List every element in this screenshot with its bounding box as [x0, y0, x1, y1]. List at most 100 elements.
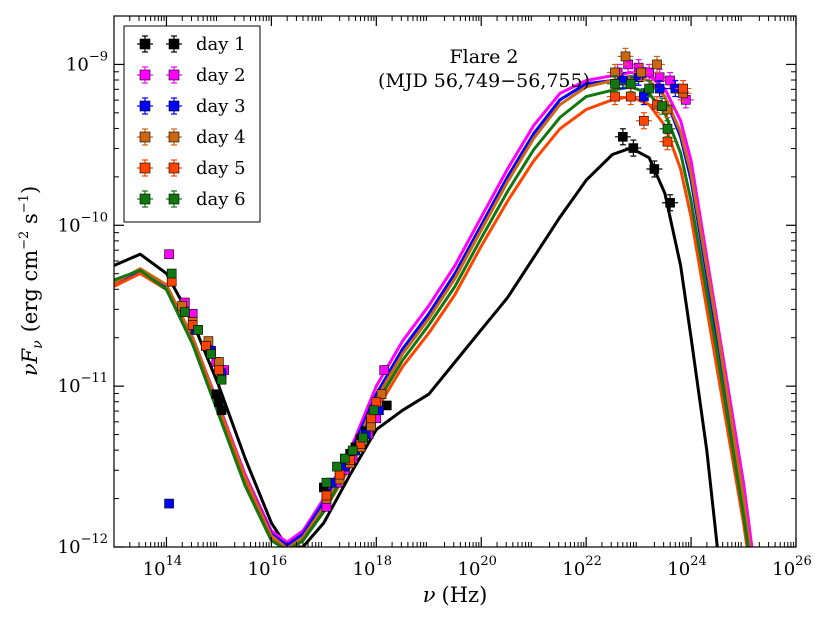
point-day2-1 [164, 249, 174, 260]
point-day6-5 [216, 374, 227, 385]
point-day4-13 [617, 47, 634, 65]
legend-marker [168, 162, 180, 174]
model-curves [114, 71, 754, 547]
point-day1-1 [211, 389, 222, 399]
legend-entry-4: day 4 [137, 127, 246, 148]
x-tick-label-5: 1022 [562, 554, 601, 580]
model-curve-1 [114, 146, 719, 547]
point-day6-1 [166, 268, 177, 279]
legend-marker [168, 100, 180, 112]
point-day6-3 [193, 325, 203, 335]
legend-entry-3: day 3 [137, 96, 246, 117]
legend-entry-5: day 5 [137, 158, 246, 179]
point-day4-10 [366, 421, 376, 432]
legend-label: day 6 [196, 189, 246, 210]
point-day6-7 [332, 461, 342, 472]
point-day6-9 [347, 445, 358, 456]
legend-entry-2: day 2 [137, 65, 246, 86]
y-axis-label: νFν (erg cm−2 s−1) [17, 186, 46, 376]
point-day6-16 [659, 120, 676, 138]
legend-marker [139, 38, 151, 50]
point-day1-13 [614, 128, 631, 146]
x-tick-label-1: 1014 [143, 554, 182, 580]
y-axis-exp1: −2 [17, 231, 32, 250]
point-day6-2 [180, 307, 190, 317]
point-day1-12 [381, 400, 392, 411]
point-day3-1 [164, 498, 174, 509]
point-day2-15 [379, 365, 389, 375]
legend-entry-6: day 6 [137, 189, 246, 210]
point-day5-9 [366, 413, 376, 424]
legend-marker [168, 131, 180, 143]
point-day4-11 [376, 389, 387, 399]
x-tick-label-3: 1018 [353, 554, 392, 580]
legend-marker [139, 100, 151, 112]
point-day1-2 [214, 397, 224, 408]
point-day1-15 [646, 160, 663, 178]
x-tick-label-4: 1020 [458, 554, 497, 580]
y-axis-sub: ν [30, 340, 46, 349]
point-day6-6 [321, 477, 332, 488]
legend-marker [168, 193, 180, 205]
point-day5-16 [675, 79, 692, 98]
x-tick-label-2: 1016 [248, 554, 287, 580]
y-tick-label-2: 10−11 [58, 371, 108, 397]
point-day4-15 [648, 55, 665, 74]
legend-label: day 2 [196, 65, 246, 86]
point-day5-5 [321, 490, 332, 501]
point-day5-13 [635, 112, 652, 130]
annotation-line-2: (MJD 56,749−56,755) [378, 70, 590, 92]
legend-entries: day 1 day 2 day 3 day 4 day 5 day 6 [137, 34, 246, 210]
legend-label: day 3 [196, 96, 246, 117]
legend-marker [139, 162, 151, 174]
point-day2-22 [677, 91, 694, 109]
point-day1-3 [216, 405, 227, 416]
point-day6-4 [206, 349, 216, 359]
legend-label: day 4 [196, 127, 246, 148]
point-day6-14 [641, 79, 658, 98]
point-day6-15 [654, 97, 671, 115]
legend-entry-1: day 1 [137, 34, 246, 55]
data-points [164, 47, 694, 512]
legend-marker [139, 131, 151, 143]
point-day5-3 [201, 341, 211, 351]
legend-box [123, 25, 261, 223]
legend-marker [139, 69, 151, 81]
point-day5-10 [371, 397, 382, 408]
legend: day 1 day 2 day 3 day 4 day 5 day 6 [123, 25, 261, 223]
legend-label: day 5 [196, 158, 246, 179]
axis-ticks: 1014 1016 1018 1020 1022 1024 1026 10−12 10−11 10… [58, 16, 812, 580]
point-day5-6 [334, 469, 345, 480]
point-day1-14 [625, 139, 642, 157]
point-day5-1 [166, 276, 177, 287]
point-day5-4 [214, 365, 224, 375]
point-day6-10 [358, 432, 368, 443]
legend-label: day 1 [196, 34, 246, 55]
legend-marker [168, 38, 180, 50]
y-tick-label-4: 10−9 [66, 49, 108, 75]
point-day6-8 [340, 453, 350, 464]
point-day4-5 [214, 357, 224, 367]
x-axis-unit: (Hz) [442, 583, 488, 607]
legend-marker [168, 69, 180, 81]
point-day6-13 [622, 75, 639, 93]
y-axis-unit-mid: s [18, 213, 42, 230]
y-tick-label-3: 10−10 [58, 210, 108, 236]
x-tick-label-6: 1024 [667, 554, 706, 580]
annotation-line-1: Flare 2 [449, 46, 518, 68]
y-axis-unit-post: ) [18, 186, 42, 194]
y-axis-unit-pre: (erg cm [18, 250, 42, 333]
point-day6-11 [368, 405, 379, 416]
point-day5-15 [659, 133, 676, 151]
point-day2-8 [321, 501, 332, 512]
x-tick-label-7: 1026 [772, 554, 811, 580]
point-day6-12 [607, 75, 624, 93]
x-axis-symbol: ν [423, 583, 436, 607]
legend-marker [139, 193, 151, 205]
point-day4-14 [633, 63, 650, 82]
point-day5-2 [187, 320, 198, 330]
y-tick-label-1: 10−12 [58, 532, 108, 558]
point-day4-12 [607, 63, 624, 82]
point-day1-16 [662, 194, 679, 212]
